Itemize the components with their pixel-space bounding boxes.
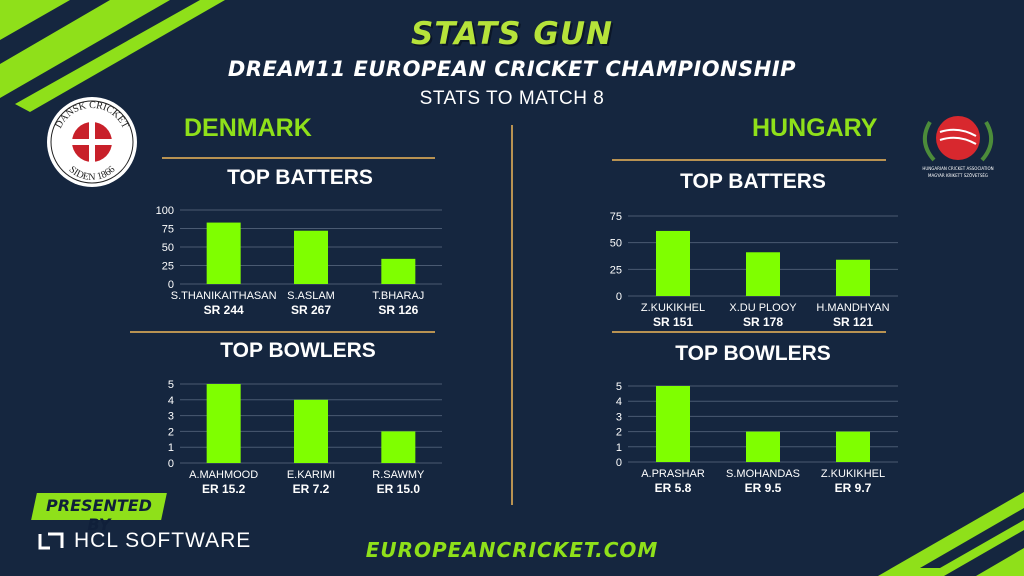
y-tick-label: 100 (156, 205, 174, 217)
y-tick-label: 3 (168, 411, 174, 423)
y-tick-label: 0 (616, 291, 622, 303)
x-tick-label: Z.KUKIKHEL (641, 302, 705, 314)
y-tick-label: 1 (616, 442, 622, 454)
left-batters-title: TOP BATTERS (227, 166, 373, 189)
x-tick-label: S.THANIKAITHASAN (171, 290, 277, 302)
bar-sublabel: ER 7.2 (293, 482, 330, 496)
center-divider (511, 125, 513, 505)
x-tick-label: A.PRASHAR (641, 468, 705, 480)
team-name-right: HUNGARY (752, 114, 878, 142)
bar (746, 252, 780, 296)
bar (836, 431, 870, 462)
denmark-cricket-logo: DANSK CRICKET SIDEN 1866 (47, 97, 137, 187)
bar (656, 386, 690, 462)
stripe-top-left-1 (0, 0, 70, 40)
gold-line-right-top (612, 159, 886, 161)
x-tick-label: E.KARIMI (287, 469, 335, 481)
gold-line-left-top (162, 157, 435, 159)
y-tick-label: 0 (168, 279, 174, 291)
bar-sublabel: SR 178 (743, 315, 783, 329)
x-tick-label: R.SAWMY (372, 469, 425, 481)
y-tick-label: 5 (168, 379, 174, 391)
y-tick-label: 5 (616, 381, 622, 393)
x-tick-label: S.ASLAM (287, 290, 335, 302)
bar-sublabel: ER 15.2 (202, 482, 246, 496)
bar (294, 399, 328, 463)
gold-line-left-mid (130, 331, 435, 333)
bar-sublabel: ER 5.8 (655, 481, 692, 495)
bar-sublabel: SR 244 (204, 303, 244, 317)
bar-sublabel: ER 9.7 (835, 481, 872, 495)
denmark-logo-bottom-text: SIDEN 1866 (67, 164, 118, 183)
y-tick-label: 4 (616, 396, 622, 408)
hungary-logo-bottom-text: MAGYAR KRIKETT SZÖVETSÉG (928, 173, 988, 178)
bar-sublabel: SR 121 (833, 315, 873, 329)
right-batters-title: TOP BATTERS (680, 170, 826, 193)
x-tick-label: T.BHARAJ (372, 290, 424, 302)
x-tick-label: S.MOHANDAS (726, 468, 800, 480)
bar-sublabel: SR 151 (653, 315, 693, 329)
sponsor-name: HCL SOFTWARE (74, 529, 252, 552)
x-tick-label: X.DU PLOOY (729, 302, 797, 314)
bar (656, 230, 690, 296)
y-tick-label: 75 (162, 224, 174, 236)
y-tick-label: 4 (168, 395, 174, 407)
stripe-top-left-2 (0, 0, 170, 98)
hungary-logo-top-text: HUNGARIAN CRICKET ASSOCIATION (922, 166, 993, 171)
y-tick-label: 25 (162, 261, 174, 273)
gold-line-right-mid (612, 331, 886, 333)
bar (836, 259, 870, 296)
stripe-bottom-right-1 (878, 492, 1024, 576)
bar-sublabel: ER 15.0 (377, 482, 421, 496)
bar-sublabel: SR 267 (291, 303, 331, 317)
y-tick-label: 50 (162, 242, 174, 254)
bar-sublabel: ER 9.5 (745, 481, 782, 495)
stripe-bottom-right-gap (920, 508, 1024, 568)
page-title: STATS GUN (411, 16, 613, 52)
y-tick-label: 0 (168, 458, 174, 470)
y-tick-label: 2 (168, 426, 174, 438)
bar (206, 222, 241, 284)
stripe-top-left-3 (15, 0, 225, 112)
presented-by-text: PRESENTED BY (46, 496, 152, 534)
y-tick-label: 2 (616, 427, 622, 439)
bar (381, 258, 416, 284)
hungary-cricket-logo: HUNGARIAN CRICKET ASSOCIATION MAGYAR KRI… (922, 116, 994, 178)
bar (294, 230, 328, 284)
left-bowlers-title: TOP BOWLERS (220, 339, 376, 362)
bar-sublabel: SR 126 (378, 303, 418, 317)
bar (746, 431, 780, 462)
y-tick-label: 75 (610, 211, 622, 223)
hcl-logo-icon (38, 532, 64, 550)
x-tick-label: A.MAHMOOD (189, 469, 258, 481)
footer-url[interactable]: EUROPEANCRICKET.COM (365, 538, 659, 562)
y-tick-label: 3 (616, 411, 622, 423)
bar (206, 384, 241, 463)
y-tick-label: 50 (610, 238, 622, 250)
right-bowlers-title: TOP BOWLERS (675, 342, 831, 365)
y-tick-label: 1 (168, 442, 174, 454)
x-tick-label: H.MANDHYAN (816, 302, 889, 314)
y-tick-label: 0 (616, 457, 622, 469)
x-tick-label: Z.KUKIKHEL (821, 468, 885, 480)
page-subtitle: DREAM11 EUROPEAN CRICKET CHAMPIONSHIP (227, 57, 797, 81)
team-name-left: DENMARK (184, 114, 312, 142)
bar (381, 431, 416, 463)
stats-to-match: STATS TO MATCH 8 (419, 88, 605, 109)
y-tick-label: 25 (610, 264, 622, 276)
stripe-bottom-right-2 (976, 548, 1024, 576)
